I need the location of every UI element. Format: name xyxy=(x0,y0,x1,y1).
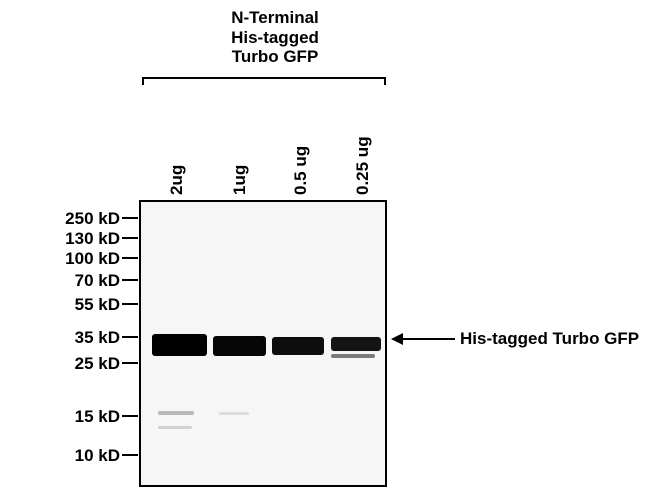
marker-tick xyxy=(122,217,138,219)
figure-container: N-Terminal His-tagged Turbo GFP 2ug 1ug 0.… xyxy=(0,0,650,504)
header-bracket xyxy=(142,77,386,79)
marker-tick xyxy=(122,279,138,281)
band xyxy=(272,337,324,355)
marker-tick xyxy=(122,415,138,417)
marker-tick xyxy=(122,336,138,338)
blot-membrane xyxy=(139,200,387,487)
marker-label: 70 kD xyxy=(75,271,120,291)
annotation-arrow-line xyxy=(403,338,455,340)
lane-label: 0.5 ug xyxy=(291,146,311,195)
annotation-arrow-head-icon xyxy=(391,333,403,345)
band xyxy=(152,334,207,356)
marker-label: 25 kD xyxy=(75,354,120,374)
band xyxy=(331,337,381,351)
marker-tick xyxy=(122,362,138,364)
band xyxy=(331,354,375,358)
annotation-label: His-tagged Turbo GFP xyxy=(460,329,639,349)
band xyxy=(213,336,266,356)
faint-band xyxy=(158,411,194,415)
marker-tick xyxy=(122,454,138,456)
header-title: N-Terminal His-tagged Turbo GFP xyxy=(180,8,370,67)
marker-label: 250 kD xyxy=(65,209,120,229)
marker-label: 35 kD xyxy=(75,328,120,348)
marker-label: 10 kD xyxy=(75,446,120,466)
marker-tick xyxy=(122,303,138,305)
marker-label: 55 kD xyxy=(75,295,120,315)
faint-band xyxy=(219,412,249,415)
header-bracket-left-drop xyxy=(142,77,144,85)
header-title-line1: N-Terminal xyxy=(231,8,319,27)
header-title-line3: Turbo GFP xyxy=(232,47,319,66)
header-bracket-right-drop xyxy=(384,77,386,85)
marker-tick xyxy=(122,257,138,259)
marker-label: 15 kD xyxy=(75,407,120,427)
lane-label: 2ug xyxy=(167,165,187,195)
lane-label: 1ug xyxy=(230,165,250,195)
header-title-line2: His-tagged xyxy=(231,28,319,47)
faint-band xyxy=(158,426,192,429)
marker-tick xyxy=(122,237,138,239)
lane-label: 0.25 ug xyxy=(353,136,373,195)
marker-label: 100 kD xyxy=(65,249,120,269)
marker-label: 130 kD xyxy=(65,229,120,249)
